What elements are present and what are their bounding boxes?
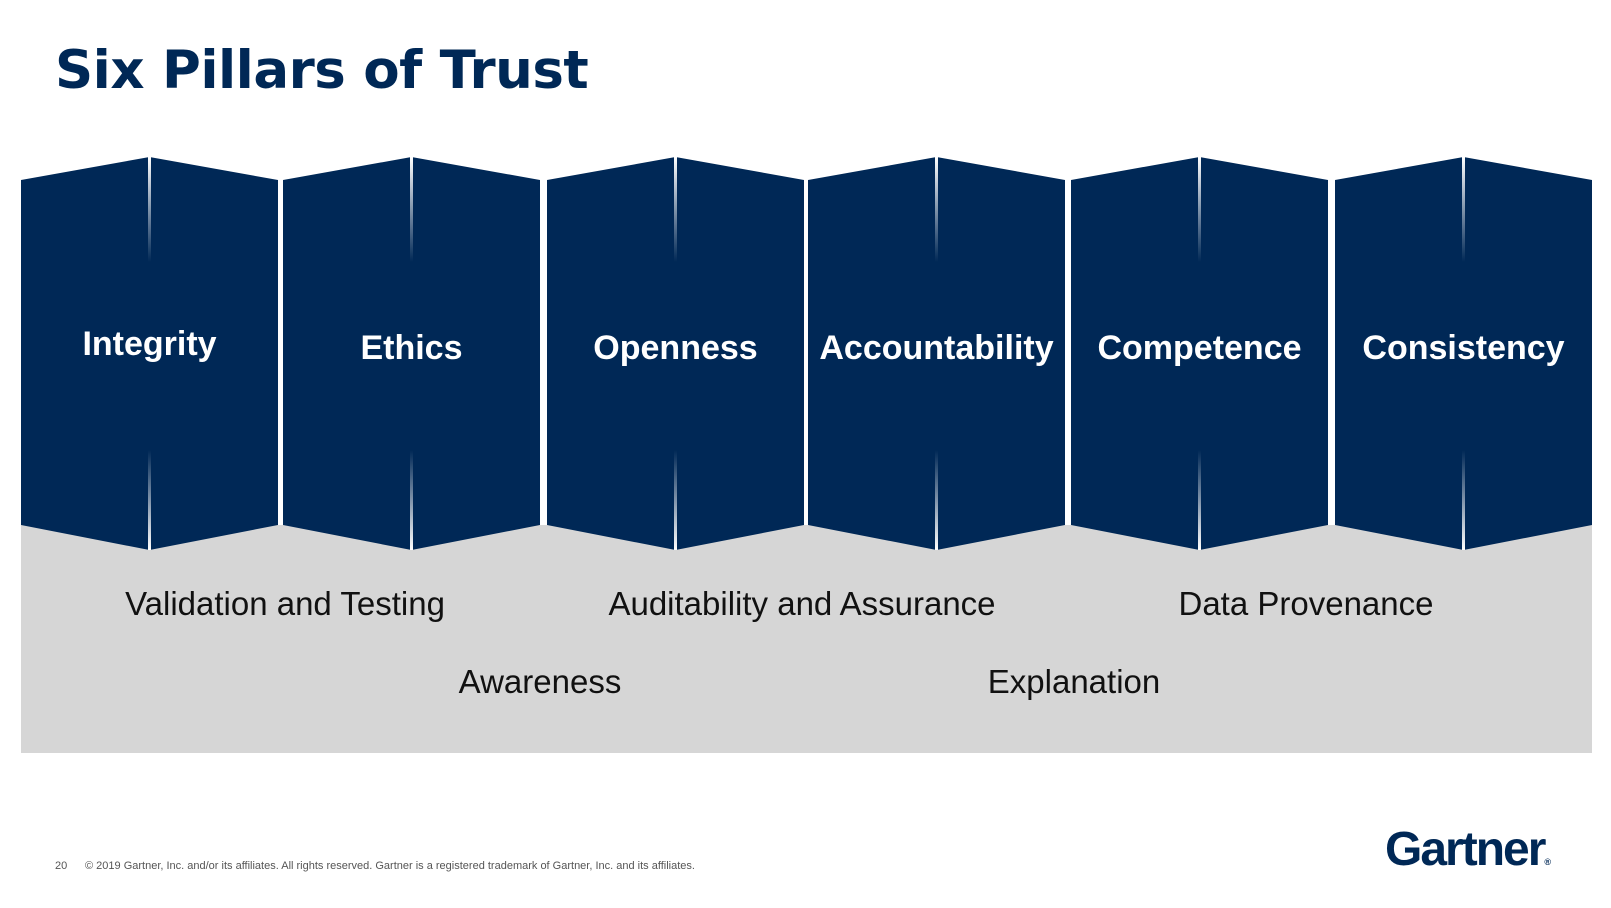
pillar-crease-bottom: [935, 450, 938, 550]
pillar-crease-top: [1462, 157, 1465, 262]
pillar-openness: [547, 157, 804, 550]
foundation-item-auditability: Auditability and Assurance: [608, 585, 996, 622]
gartner-logo: Gartner®: [1385, 826, 1551, 874]
pillar-crease-bottom: [410, 450, 413, 550]
pillar-integrity: [21, 157, 278, 550]
pillar-label-ethics: Ethics: [360, 329, 462, 367]
pillar-crease-bottom: [1462, 450, 1465, 550]
pillar-crease-bottom: [674, 450, 677, 550]
pillar-label-integrity: Integrity: [82, 325, 216, 363]
foundation-item-provenance: Data Provenance: [1178, 585, 1434, 622]
pillar-ethics: [283, 157, 540, 550]
foundation-band: Validation and Testing Auditability and …: [21, 525, 1592, 753]
pillar-label-accountability: Accountability: [819, 329, 1053, 367]
registered-mark: ®: [1544, 857, 1552, 867]
copyright-text: © 2019 Gartner, Inc. and/or its affiliat…: [85, 860, 695, 872]
foundation-item-validation: Validation and Testing: [125, 585, 445, 622]
pillar-crease-bottom: [1198, 450, 1201, 550]
pillar-crease-bottom: [148, 450, 151, 550]
pillar-crease-top: [410, 157, 413, 262]
pillar-competence: [1071, 157, 1328, 550]
foundation-item-explanation: Explanation: [987, 663, 1161, 700]
gartner-logo-text: Gartner: [1385, 823, 1546, 876]
pillar-crease-top: [1198, 157, 1201, 262]
pillar-crease-top: [148, 157, 151, 262]
pillar-label-openness: Openness: [593, 329, 757, 367]
pillar-crease-top: [674, 157, 677, 262]
pillar-consistency: [1335, 157, 1592, 550]
slide-title: Six Pillars of Trust: [55, 40, 589, 101]
pillar-accountability: [808, 157, 1065, 550]
foundation-item-awareness: Awareness: [458, 663, 622, 700]
pillar-crease-top: [935, 157, 938, 262]
pillar-label-competence: Competence: [1097, 329, 1301, 367]
page-number: 20: [55, 860, 68, 872]
pillar-label-consistency: Consistency: [1362, 329, 1564, 367]
